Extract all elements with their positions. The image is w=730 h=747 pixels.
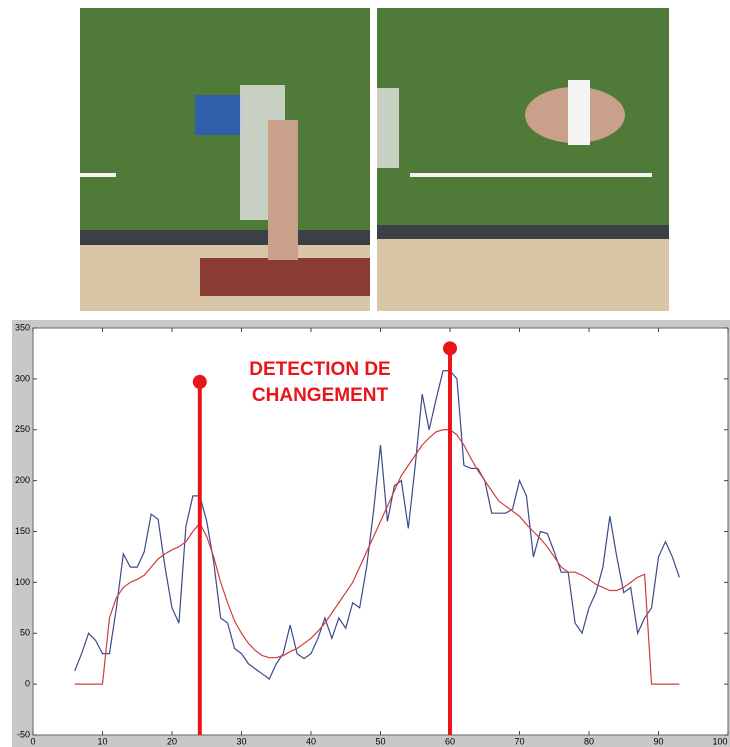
x-tick-label: 40 (306, 736, 316, 746)
annotation: CHANGEMENT (252, 385, 389, 406)
x-tick-label: 60 (445, 736, 455, 746)
x-tick-label: 30 (236, 736, 246, 746)
x-tick-label: 80 (584, 736, 594, 746)
y-tick-label: 0 (25, 679, 30, 689)
y-tick-label: 100 (15, 577, 30, 587)
x-tick-label: 20 (167, 736, 177, 746)
y-tick-label: 150 (15, 526, 30, 536)
y-tick-label: 250 (15, 424, 30, 434)
change-point (193, 375, 207, 389)
x-tick-label: 70 (514, 736, 524, 746)
y-tick-label: -50 (17, 729, 30, 739)
photo-right (377, 8, 669, 311)
y-tick-label: 300 (15, 373, 30, 383)
page: {"chart_data": {"type": "line", "x": [6,… (0, 0, 730, 747)
figure: -500501001502002503003500102030405060708… (0, 0, 730, 747)
photo-left (80, 8, 370, 311)
x-tick-label: 10 (97, 736, 107, 746)
x-tick-label: 100 (712, 736, 727, 746)
y-tick-label: 50 (20, 628, 30, 638)
change-point (443, 341, 457, 355)
y-tick-label: 350 (15, 322, 30, 332)
x-tick-label: 50 (375, 736, 385, 746)
x-tick-label: 0 (30, 736, 35, 746)
x-tick-label: 90 (653, 736, 663, 746)
y-tick-label: 200 (15, 475, 30, 485)
annotation: DETECTION DE (249, 359, 390, 380)
